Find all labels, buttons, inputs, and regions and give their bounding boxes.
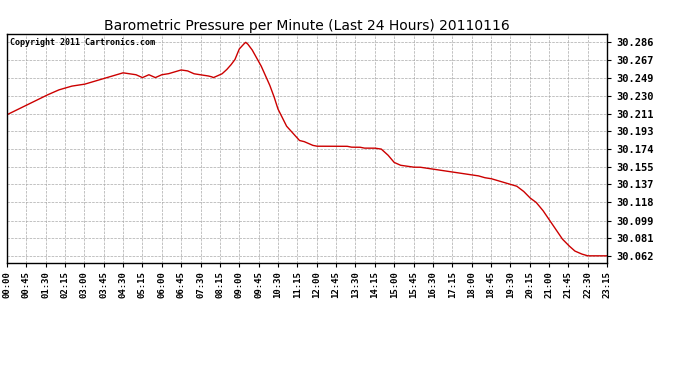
- Title: Barometric Pressure per Minute (Last 24 Hours) 20110116: Barometric Pressure per Minute (Last 24 …: [104, 19, 510, 33]
- Text: Copyright 2011 Cartronics.com: Copyright 2011 Cartronics.com: [10, 38, 155, 47]
